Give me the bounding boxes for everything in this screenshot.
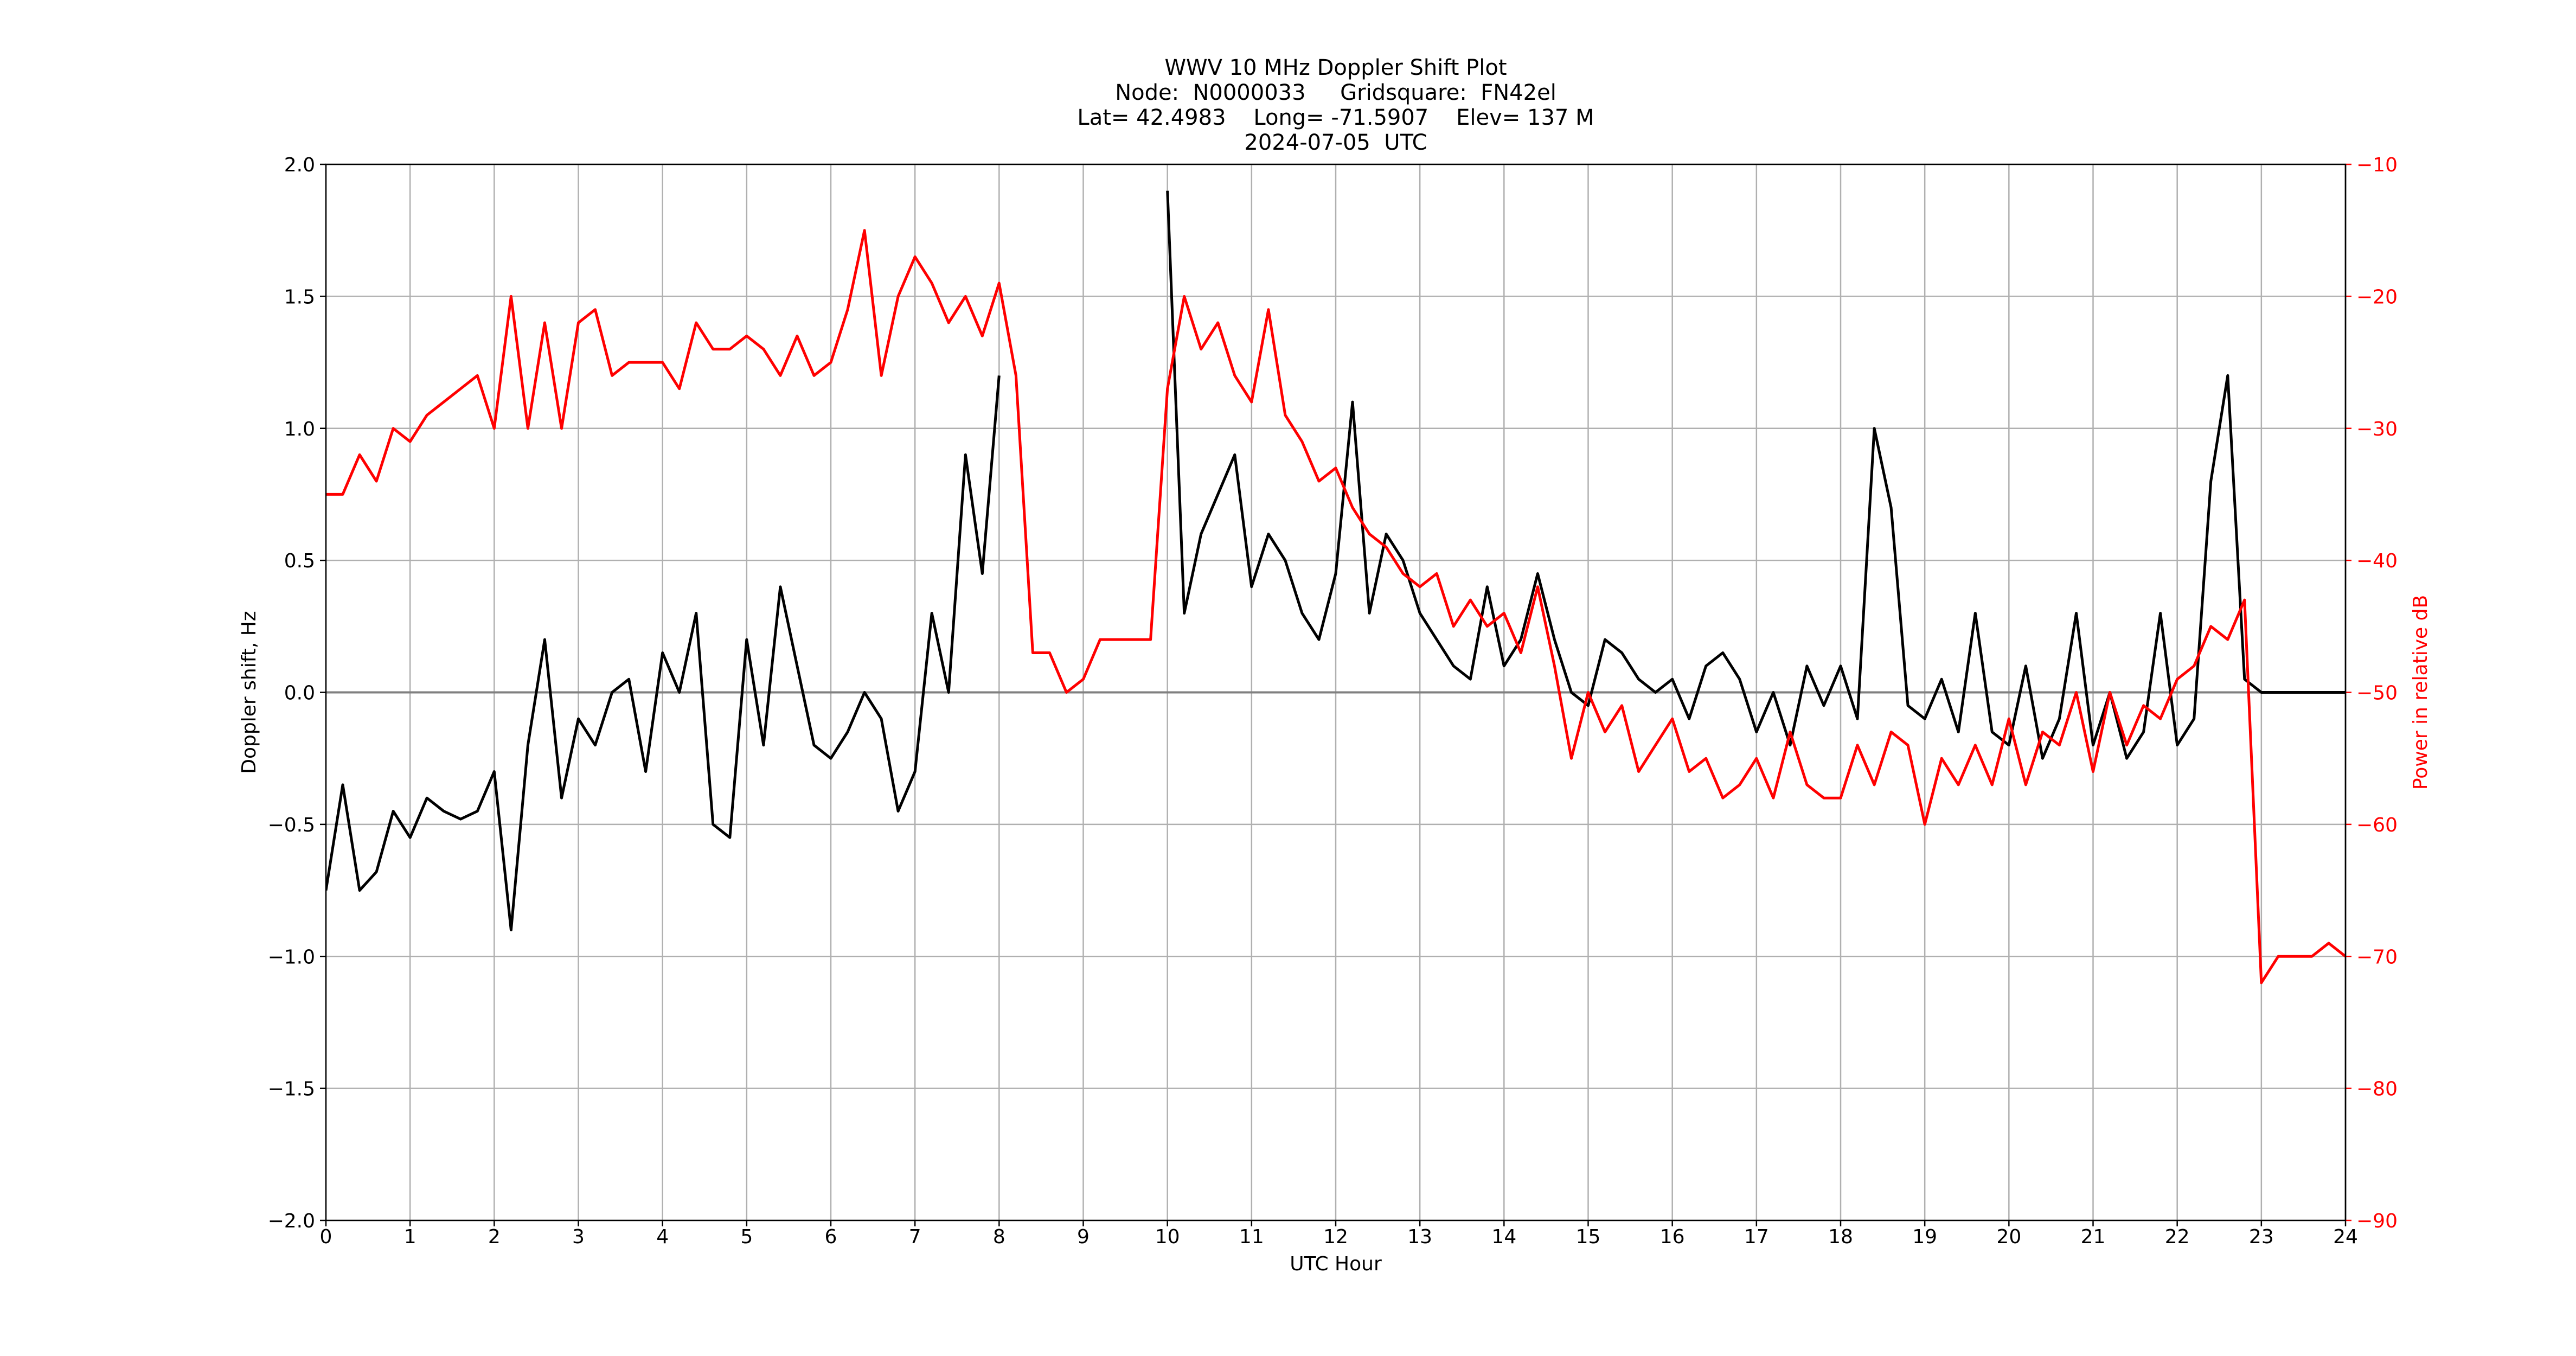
y-tick-label: −2.0 [268,1210,315,1232]
x-tick-label: 17 [1744,1226,1769,1248]
y2-tick-label: −70 [2356,946,2398,968]
x-tick-label: 8 [993,1226,1005,1248]
series-line [326,190,2346,932]
x-tick-label: 6 [825,1226,837,1248]
y2-tick-label: −30 [2356,418,2398,440]
x-tick-label: 0 [320,1226,332,1248]
y2-tick-label: −20 [2356,286,2398,308]
series-line [326,229,2346,984]
y-tick-label: 0.0 [284,682,315,705]
x-tick-label: 13 [1407,1226,1432,1248]
x-tick-label: 14 [1491,1226,1516,1248]
x-axis-label: UTC Hour [1290,1253,1382,1275]
y-tick-label: 1.5 [284,286,315,308]
chart-title: Node: N0000033 Gridsquare: FN42el [1115,80,1556,105]
x-tick-label: 2 [488,1226,501,1248]
y-tick-label: −0.5 [268,814,315,836]
x-tick-label: 11 [1239,1226,1264,1248]
x-tick-label: 24 [2333,1226,2358,1248]
chart-title: WWV 10 MHz Doppler Shift Plot [1164,55,1507,80]
x-tick-label: 20 [1996,1226,2021,1248]
y-tick-label: 0.5 [284,550,315,572]
y2-tick-label: −50 [2356,682,2398,705]
y-axis-label: Doppler shift, Hz [238,611,260,773]
x-tick-label: 16 [1660,1226,1685,1248]
x-tick-label: 1 [404,1226,416,1248]
x-tick-label: 22 [2165,1226,2190,1248]
x-tick-label: 10 [1155,1226,1180,1248]
x-tick-label: 15 [1576,1226,1601,1248]
chart-title: 2024-07-05 UTC [1244,130,1427,155]
x-tick-label: 18 [1828,1226,1853,1248]
chart-title: Lat= 42.4983 Long= -71.5907 Elev= 137 M [1077,105,1594,130]
x-tick-label: 12 [1323,1226,1348,1248]
y2-tick-label: −40 [2356,550,2398,572]
y2-tick-label: −90 [2356,1210,2398,1232]
y-tick-label: −1.0 [268,946,315,968]
x-tick-label: 9 [1077,1226,1090,1248]
y-tick-label: 1.0 [284,418,315,440]
y-tick-label: 2.0 [284,154,315,176]
y2-axis-label: Power in relative dB [2410,595,2432,790]
x-tick-label: 23 [2249,1226,2274,1248]
x-tick-label: 7 [909,1226,921,1248]
y2-tick-label: −80 [2356,1078,2398,1101]
x-tick-label: 21 [2081,1226,2106,1248]
y-tick-label: −1.5 [268,1078,315,1101]
x-tick-label: 3 [572,1226,585,1248]
y2-tick-label: −60 [2356,814,2398,836]
x-tick-label: 4 [656,1226,669,1248]
y2-tick-label: −10 [2356,154,2398,176]
x-tick-label: 19 [1912,1226,1937,1248]
x-tick-label: 5 [740,1226,753,1248]
